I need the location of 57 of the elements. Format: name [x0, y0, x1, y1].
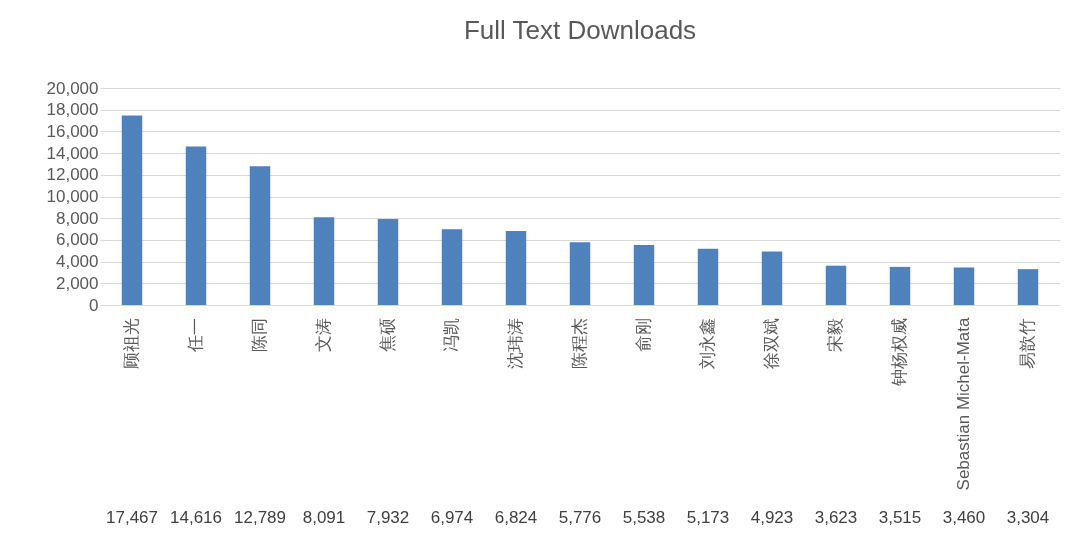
data-label: 12,789 — [234, 508, 286, 527]
data-label: 6,824 — [494, 508, 538, 527]
y-tick-label: 0 — [89, 295, 99, 315]
bar — [953, 267, 975, 305]
y-tick-label: 6,000 — [55, 230, 99, 250]
data-label: 3,623 — [814, 508, 858, 527]
x-tick-label: 任一 — [186, 317, 205, 353]
bar — [249, 166, 271, 305]
y-tick-label: 12,000 — [46, 165, 99, 185]
bar — [185, 146, 207, 305]
bar — [505, 230, 527, 305]
x-tick-label: 易歆竹 — [1018, 317, 1037, 369]
x-tick-label: 焦硕 — [378, 317, 397, 352]
x-tick-label: Sebastian Michel-Mata — [954, 316, 973, 491]
y-tick-label: 20,000 — [46, 78, 99, 98]
bar — [633, 244, 655, 305]
bar — [377, 218, 399, 305]
y-tick-label: 10,000 — [46, 187, 99, 206]
x-tick-label: 文涛 — [314, 317, 333, 352]
y-tick-label: 8,000 — [55, 208, 99, 228]
chart-title: Full Text Downloads — [463, 15, 697, 45]
bar — [121, 115, 143, 305]
data-label: 3,460 — [942, 508, 986, 527]
data-label: 8,091 — [302, 508, 346, 527]
bar — [441, 229, 463, 305]
bar — [825, 265, 847, 305]
y-tick-label: 4,000 — [55, 252, 99, 272]
bar — [697, 248, 719, 305]
x-tick-label: 钟杨权威 — [890, 317, 909, 387]
y-tick-label: 2,000 — [55, 273, 99, 293]
x-tick-label: 冯凯 — [442, 317, 461, 352]
y-tick-label: 14,000 — [46, 143, 99, 163]
x-tick-label: 陈同 — [250, 317, 269, 352]
data-label: 3,515 — [878, 508, 922, 527]
x-tick-label: 刘永鑫 — [698, 317, 717, 369]
data-label: 5,538 — [622, 508, 666, 527]
x-tick-label: 徐双斌 — [762, 317, 781, 369]
data-label: 5,173 — [686, 508, 730, 527]
bar — [889, 266, 911, 305]
y-tick-label: 16,000 — [46, 121, 99, 141]
data-label: 17,467 — [106, 508, 158, 527]
x-tick-label: 顾祖光 — [122, 317, 141, 369]
data-label: 4,923 — [750, 508, 794, 527]
bar — [761, 251, 783, 305]
x-tick-label: 陈程杰 — [570, 317, 589, 369]
bar — [1017, 269, 1039, 305]
data-label: 14,616 — [170, 508, 222, 527]
data-label: 7,932 — [366, 508, 410, 527]
bar — [569, 242, 591, 305]
x-tick-label: 宋毅 — [826, 317, 845, 352]
bar — [313, 217, 335, 305]
x-tick-label: 俞刚 — [634, 317, 653, 352]
y-tick-label: 18,000 — [46, 100, 99, 120]
data-label: 6,974 — [430, 508, 474, 527]
data-label: 5,776 — [558, 508, 602, 527]
data-label: 3,304 — [1006, 508, 1050, 527]
x-tick-label: 沈玮涛 — [506, 317, 525, 369]
